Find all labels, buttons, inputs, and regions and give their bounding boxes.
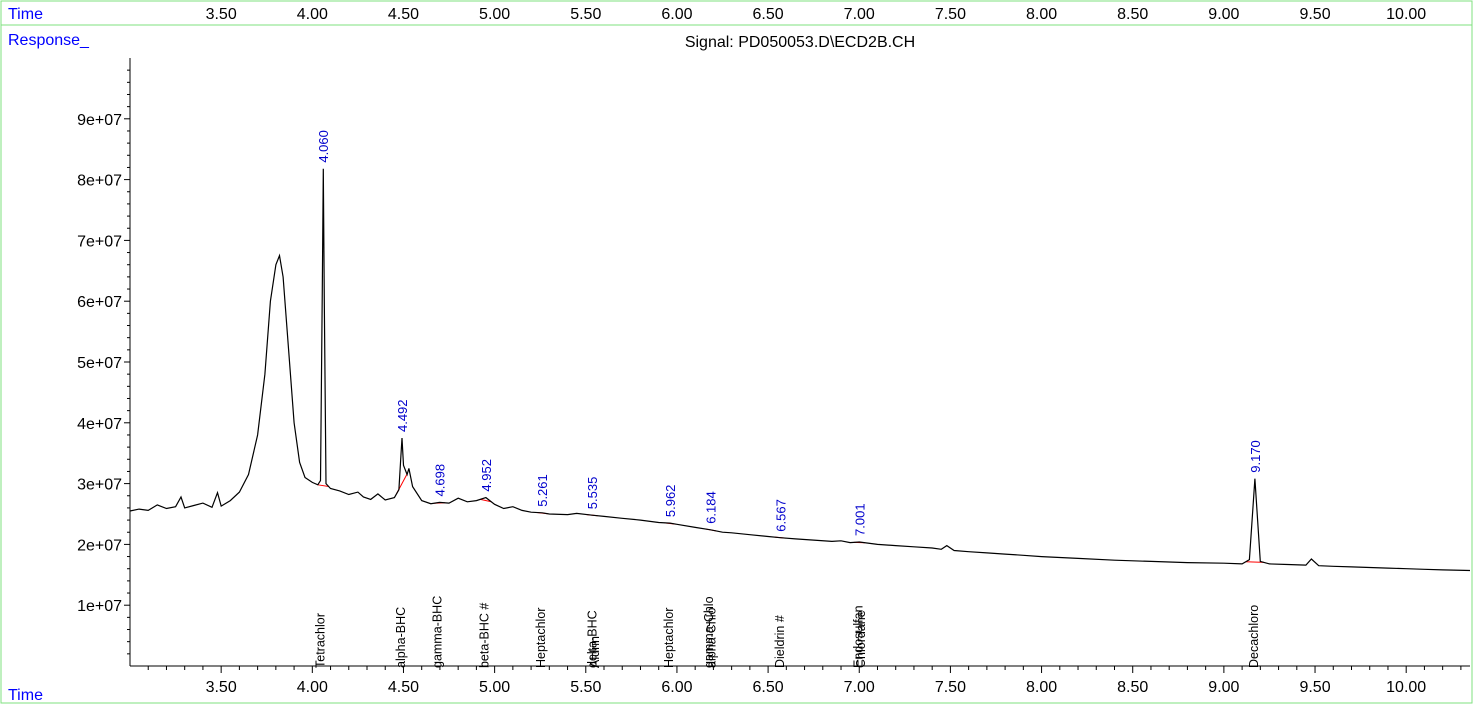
- top-x-tick-label: 7.50: [935, 6, 966, 23]
- peak-rt-label: 4.060: [316, 130, 331, 163]
- peak-baseline: [1245, 561, 1265, 563]
- peak-rt-label: 5.962: [663, 485, 678, 518]
- top-x-tick-label: 8.00: [1026, 6, 1057, 23]
- response-label: Response_: [8, 32, 90, 49]
- x-tick-label: 10.00: [1386, 679, 1426, 696]
- y-tick-label: 8e+07: [77, 173, 122, 190]
- compound-labels: Tetrachlor alpha-BHC gamma-BHC beta-BHC # He…: [314, 596, 1261, 668]
- x-tick-label: 5.00: [479, 679, 510, 696]
- x-tick-label: 4.00: [297, 679, 328, 696]
- peak-rt-label: 4.698: [433, 464, 448, 497]
- top-x-tick-label: 5.00: [479, 6, 510, 23]
- compound-name-label: alpha-BHC: [394, 607, 408, 668]
- peak-rt-label: 5.261: [535, 474, 550, 507]
- x-tick-label: 9.50: [1299, 679, 1330, 696]
- x-tick-label: 8.50: [1117, 679, 1148, 696]
- x-tick-label: 5.50: [570, 679, 601, 696]
- top-x-tick-label: 10.00: [1386, 6, 1426, 23]
- peak-baselines: [317, 473, 1265, 563]
- y-tick-label: 9e+07: [77, 112, 122, 129]
- y-axis: 1e+07 2e+07 3e+07 4e+07 5e+07 6e+07 7e+07 8e+07…: [77, 58, 131, 666]
- x-tick-label: 6.50: [753, 679, 784, 696]
- x-axis: 3.50 4.00 4.50 5.00 5.50 6.00 6.50 7.00 7.50 8.00…: [130, 665, 1470, 696]
- top-x-tick-label: 4.50: [388, 6, 419, 23]
- top-time-label: Time: [8, 6, 43, 23]
- compound-name-label: Dieldrin #: [773, 615, 787, 668]
- y-tick-label: 2e+07: [77, 537, 122, 554]
- compound-name-label: delta-BHC: [585, 610, 599, 668]
- compound-name-label: Decachloro: [1247, 605, 1261, 668]
- compound-name-label: Endosulfan: [851, 605, 865, 668]
- compound-name-label: Tetrachlor: [314, 613, 328, 668]
- compound-name-label: beta-BHC #: [478, 603, 492, 668]
- peak-baseline: [480, 498, 492, 503]
- top-x-tick-label: 8.50: [1117, 6, 1148, 23]
- top-x-axis: 3.50 4.00 4.50 5.00 5.50 6.00 6.50 7.00 7.50 8.00…: [206, 6, 1427, 23]
- compound-name-label: Aldrin: [588, 636, 602, 668]
- top-x-tick-label: 4.00: [297, 6, 328, 23]
- top-x-tick-label: 3.50: [206, 6, 237, 23]
- peak-retention-labels: 4.060 4.492 4.698 4.952 5.261 5.535 5.962 6.184…: [316, 130, 1263, 536]
- compound-name-label: Chlordane: [854, 610, 868, 668]
- x-tick-label: 7.50: [935, 679, 966, 696]
- compound-name-label: gamma-Chlo: [702, 596, 716, 668]
- compound-name-label: gamma-BHC: [430, 596, 444, 668]
- top-x-tick-label: 7.00: [844, 6, 875, 23]
- x-tick-label: 7.00: [844, 679, 875, 696]
- x-tick-label: 3.50: [206, 679, 237, 696]
- compound-name-label: Heptachlor: [534, 608, 548, 668]
- peak-rt-label: 5.535: [585, 477, 600, 510]
- y-tick-label: 3e+07: [77, 477, 122, 494]
- bottom-time-label: Time: [8, 687, 43, 704]
- top-x-tick-label: 9.50: [1299, 6, 1330, 23]
- x-tick-label: 8.00: [1026, 679, 1057, 696]
- peak-rt-label: 6.567: [773, 499, 788, 532]
- top-x-tick-label: 5.50: [570, 6, 601, 23]
- peak-rt-label: 9.170: [1248, 440, 1263, 473]
- peak-rt-label: 4.952: [479, 459, 494, 492]
- x-tick-label: 9.00: [1208, 679, 1239, 696]
- signal-title: Signal: PD050053.D\ECD2B.CH: [685, 34, 915, 51]
- plot-frame: [0, 24, 1473, 704]
- compound-name-label: Heptachlor: [662, 608, 676, 668]
- y-tick-label: 1e+07: [77, 598, 122, 615]
- top-x-tick-label: 9.00: [1208, 6, 1239, 23]
- top-x-tick-label: 6.50: [753, 6, 784, 23]
- x-tick-label: 4.50: [388, 679, 419, 696]
- peak-rt-label: 4.492: [395, 399, 410, 432]
- x-tick-label: 6.00: [661, 679, 692, 696]
- top-x-tick-label: 6.00: [661, 6, 692, 23]
- y-tick-label: 5e+07: [77, 355, 122, 372]
- y-tick-label: 4e+07: [77, 416, 122, 433]
- peak-rt-label: 7.001: [852, 503, 867, 536]
- peak-rt-label: 6.184: [703, 491, 718, 524]
- signal-trace: [129, 168, 1471, 572]
- y-tick-label: 6e+07: [77, 294, 122, 311]
- peak-baseline: [317, 484, 329, 488]
- compound-name-label: alpha-Chlo: [705, 607, 719, 668]
- y-tick-label: 7e+07: [77, 233, 122, 250]
